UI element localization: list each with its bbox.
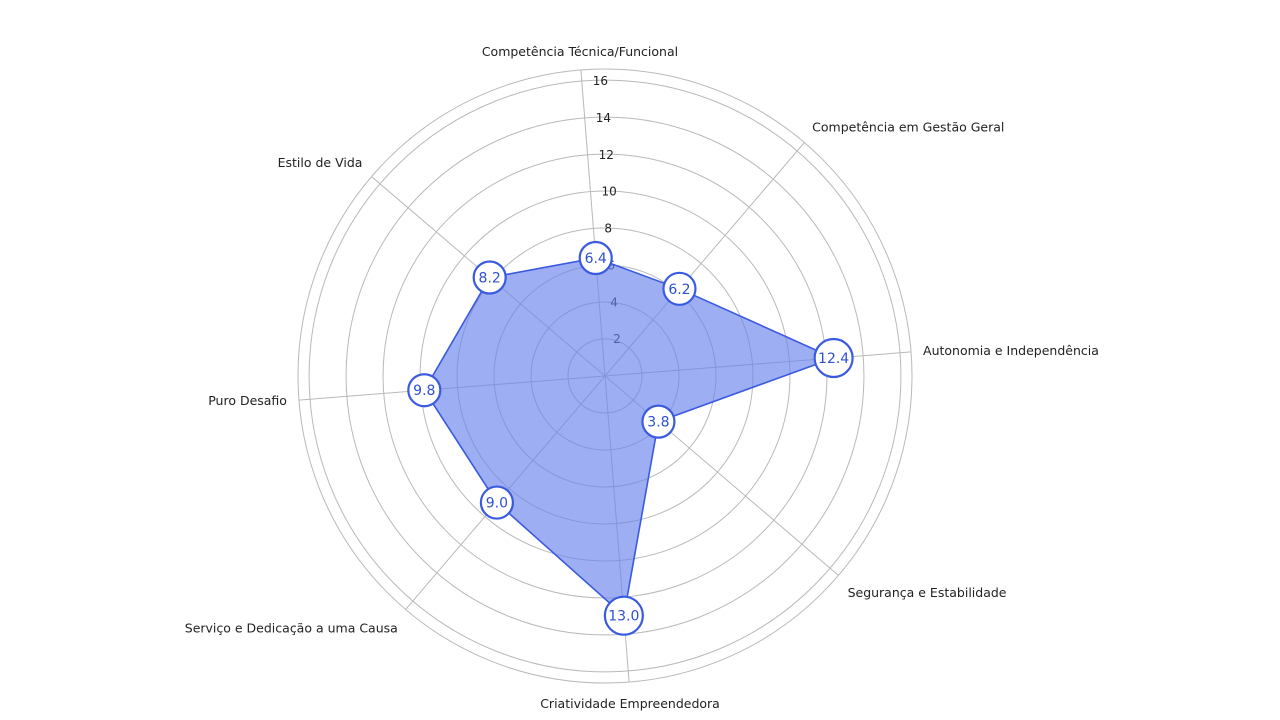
axis-label-4: Segurança e Estabilidade <box>848 585 1007 600</box>
tick-label-14: 14 <box>596 111 611 125</box>
axis-label-2: Competência em Gestão Geral <box>812 119 1004 134</box>
data-label: 3.8 <box>647 415 669 431</box>
data-label: 13.0 <box>608 609 639 625</box>
axis-label-8: Estilo de Vida <box>278 155 363 170</box>
data-point-4[interactable]: 3.8 <box>641 404 676 439</box>
series-area <box>423 257 836 618</box>
data-point-marker[interactable] <box>578 240 613 276</box>
data-point-marker[interactable] <box>472 260 507 295</box>
axis-label-6: Serviço e Dedicação a uma Causa <box>185 621 398 636</box>
tick-label-10: 10 <box>601 185 616 199</box>
data-points: 6.4 6.2 12.4 3.8 13.0 9.0 9.8 8.2 <box>407 240 854 636</box>
tick-label-16: 16 <box>593 74 608 88</box>
grid-ring-14 <box>345 116 865 636</box>
tick-label-8: 8 <box>604 222 612 236</box>
data-point-5[interactable]: 13.0 <box>603 595 644 636</box>
data-point-marker[interactable] <box>813 337 854 379</box>
data-layer <box>423 257 836 618</box>
axis-labels: Competência Técnica/Funcional Competência… <box>185 44 1099 711</box>
data-point-marker[interactable] <box>603 595 644 636</box>
data-point-marker[interactable] <box>407 373 442 408</box>
data-label: 12.4 <box>818 351 849 367</box>
data-point-marker[interactable] <box>641 404 676 439</box>
axis-label-7: Puro Desafio <box>208 393 287 408</box>
tick-label-12: 12 <box>599 148 614 162</box>
axis-label-5: Criatividade Empreendedora <box>540 696 720 711</box>
data-label: 6.2 <box>668 282 690 298</box>
grid-ring-16 <box>308 79 902 673</box>
data-point-marker[interactable] <box>479 485 514 520</box>
data-point-2[interactable]: 6.2 <box>662 271 697 306</box>
data-point-6[interactable]: 9.0 <box>479 485 514 520</box>
axis-label-3: Autonomia e Independência <box>923 343 1099 358</box>
data-point-marker[interactable] <box>662 271 697 306</box>
axis-label-1: Competência Técnica/Funcional <box>482 44 678 59</box>
data-point-3[interactable]: 12.4 <box>813 337 854 379</box>
data-label: 8.2 <box>479 271 501 287</box>
data-point-7[interactable]: 9.8 <box>407 373 442 408</box>
data-label: 9.0 <box>486 496 508 512</box>
data-point-1[interactable]: 6.4 <box>578 240 613 276</box>
grid-ring-outer <box>297 68 913 684</box>
data-point-8[interactable]: 8.2 <box>472 260 507 295</box>
data-label: 9.8 <box>413 383 435 399</box>
data-label: 6.4 <box>585 251 607 267</box>
